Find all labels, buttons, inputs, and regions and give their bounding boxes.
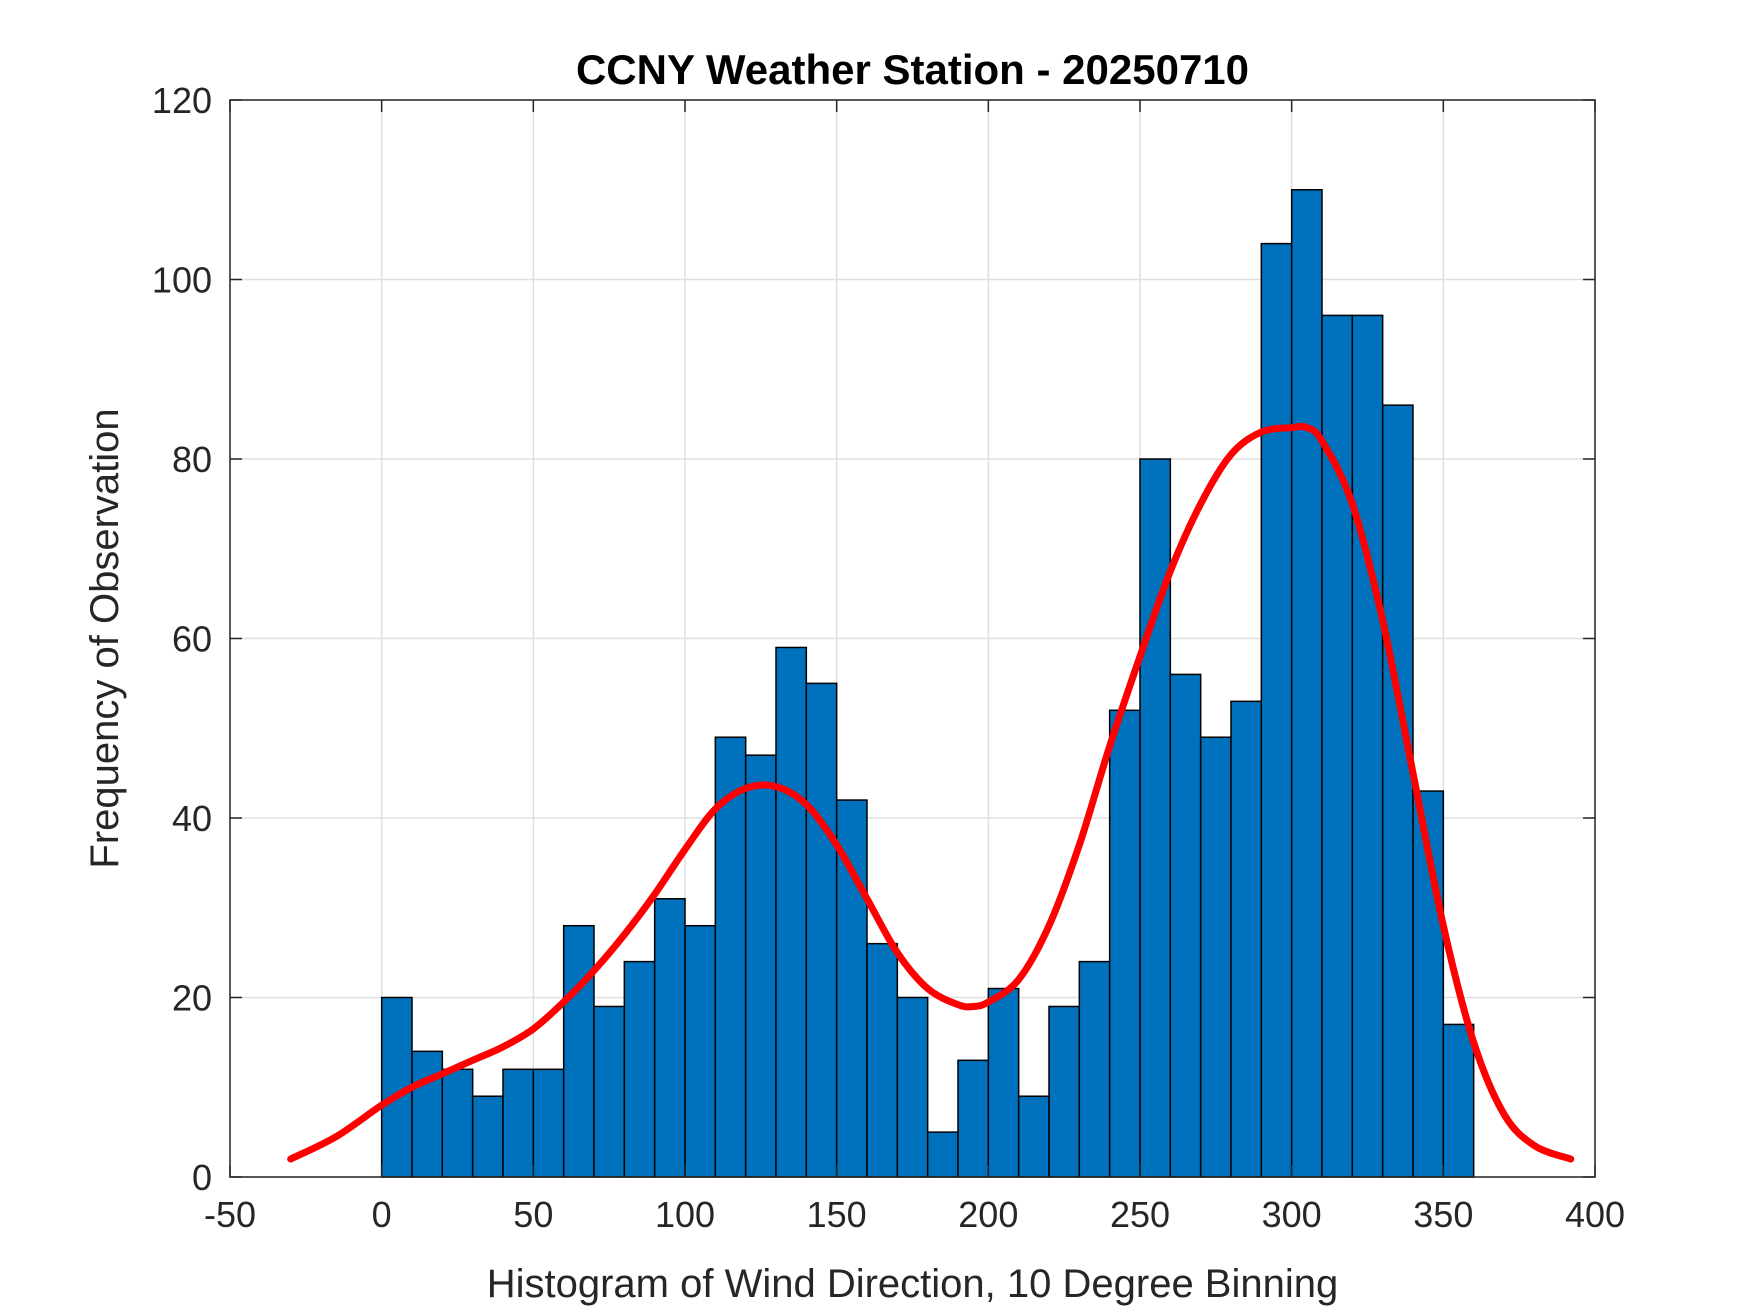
- x-tick-label: 0: [372, 1194, 392, 1235]
- histogram-bar: [957, 1059, 990, 1178]
- x-tick-label: 350: [1413, 1194, 1473, 1235]
- histogram-bar: [562, 924, 595, 1178]
- y-tick-label: 0: [192, 1157, 212, 1198]
- x-tick-label: -50: [204, 1194, 256, 1235]
- histogram-bar: [1017, 1095, 1050, 1178]
- histogram-bar: [441, 1068, 474, 1178]
- x-axis-ticks: -50 0 50 100 150 200 250 300 350 400: [204, 100, 1625, 1235]
- histogram-bar: [1290, 189, 1323, 1178]
- histogram-bar: [1381, 404, 1414, 1178]
- x-axis-label: Histogram of Wind Direction, 10 Degree B…: [487, 1262, 1339, 1306]
- y-tick-label: 40: [172, 798, 212, 839]
- chart-title: CCNY Weather Station - 20250710: [576, 46, 1249, 93]
- histogram-bar: [1260, 242, 1293, 1178]
- x-tick-label: 400: [1565, 1194, 1625, 1235]
- histogram-bar: [775, 646, 808, 1178]
- histogram-bar: [1199, 736, 1232, 1178]
- density-fit-curve: [287, 422, 1575, 1163]
- y-tick-label: 60: [172, 619, 212, 660]
- y-tick-label: 80: [172, 439, 212, 480]
- x-tick-label: 150: [807, 1194, 867, 1235]
- histogram-bar: [1169, 673, 1202, 1178]
- histogram-bar: [1108, 709, 1141, 1178]
- histogram-bar: [1442, 1023, 1475, 1178]
- histogram-bar: [1048, 1005, 1081, 1178]
- histogram-bar: [1230, 700, 1263, 1178]
- histogram-bar: [623, 960, 656, 1178]
- histogram-bar: [1351, 314, 1384, 1178]
- x-tick-label: 100: [655, 1194, 715, 1235]
- histogram-bar: [471, 1095, 504, 1178]
- histogram-bar: [866, 942, 899, 1178]
- x-tick-label: 250: [1110, 1194, 1170, 1235]
- histogram-bar: [896, 996, 929, 1178]
- histogram-bar: [593, 1005, 626, 1178]
- y-tick-label: 100: [152, 260, 212, 301]
- x-tick-label: 200: [958, 1194, 1018, 1235]
- histogram-bar: [987, 987, 1020, 1178]
- fit-curve-line: [287, 422, 1575, 1163]
- histogram-bar: [744, 754, 777, 1178]
- y-tick-label: 120: [152, 80, 212, 121]
- histogram-bar: [532, 1068, 565, 1178]
- histogram-bar: [835, 799, 868, 1178]
- x-tick-label: 300: [1262, 1194, 1322, 1235]
- y-axis-label: Frequency of Observation: [83, 408, 127, 868]
- histogram-bars: [380, 189, 1475, 1178]
- x-tick-label: 50: [513, 1194, 553, 1235]
- histogram-bar: [684, 924, 717, 1178]
- histogram-bar: [653, 898, 686, 1178]
- y-axis-ticks: 0 20 40 60 80 100 120: [152, 80, 1595, 1198]
- histogram-bar: [502, 1068, 535, 1178]
- y-tick-label: 20: [172, 978, 212, 1019]
- histogram-bar: [1139, 458, 1172, 1178]
- histogram-bar: [805, 682, 838, 1178]
- histogram-bar: [926, 1131, 959, 1178]
- histogram-bar: [1078, 960, 1111, 1178]
- histogram-bar: [411, 1050, 444, 1178]
